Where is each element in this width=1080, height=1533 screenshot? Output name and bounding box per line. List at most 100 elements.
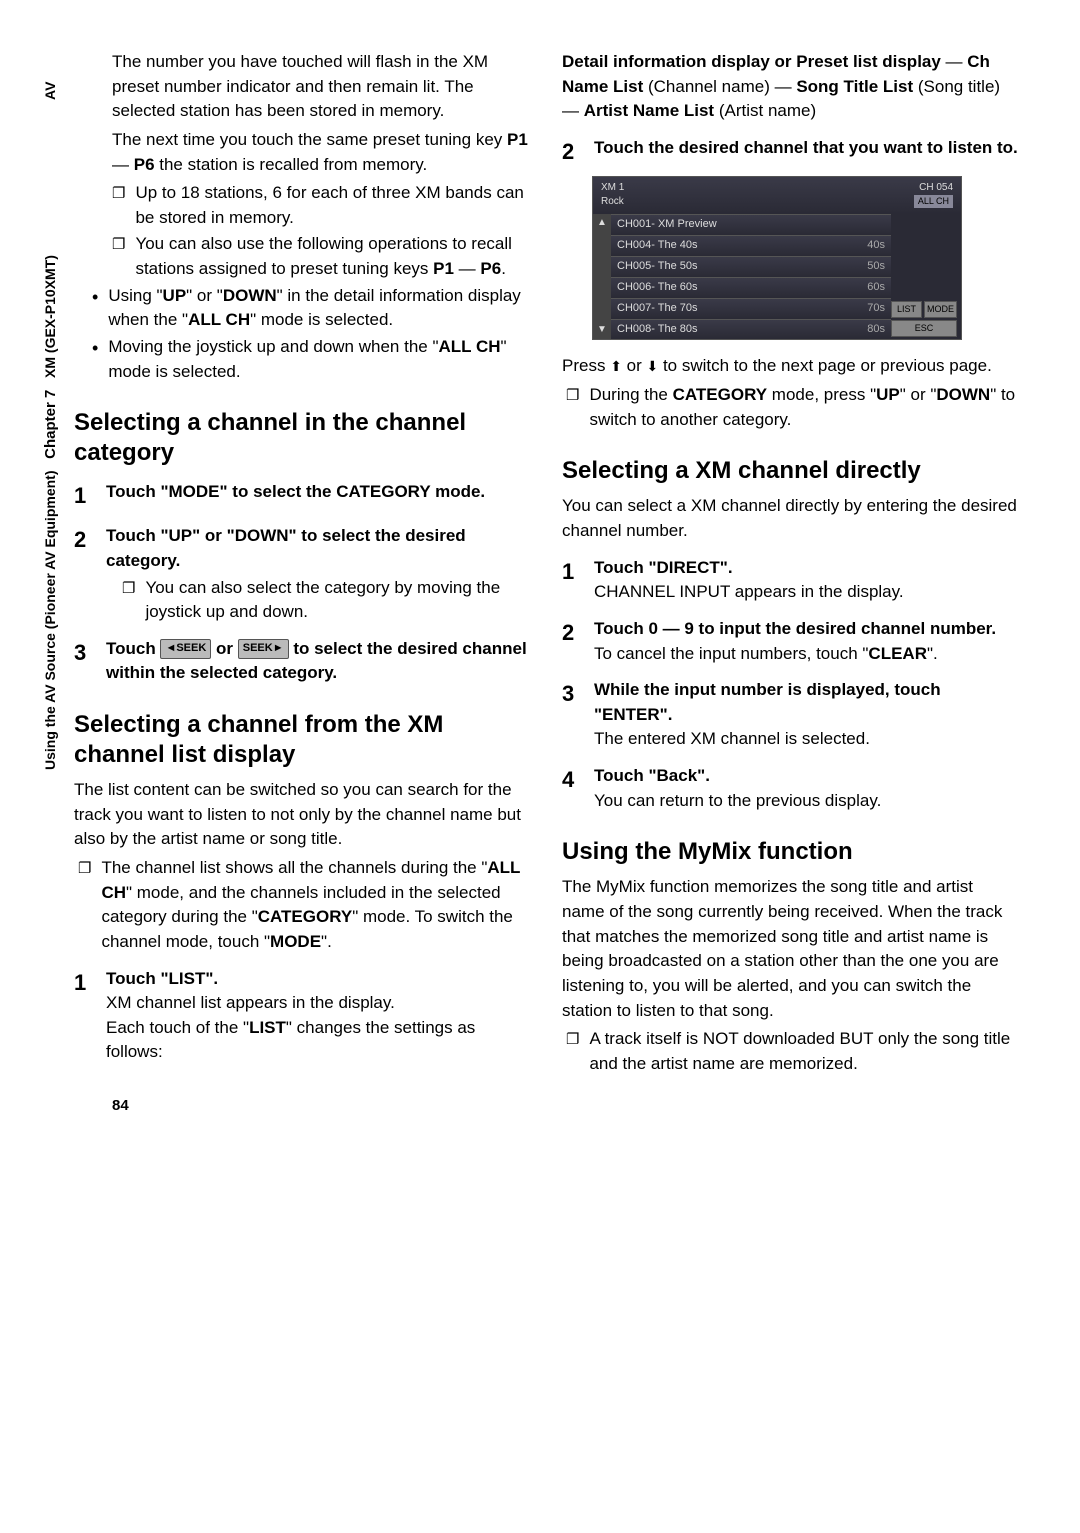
screenshot-row: CH007- The 70s70s [611, 298, 891, 319]
bullet: Using "UP" or "DOWN" in the detail infor… [92, 284, 532, 333]
text: ". [321, 932, 332, 951]
seek-right-icon: SEEK► [238, 639, 289, 659]
text: Moving the joystick up and down when the… [108, 335, 532, 384]
step-title: Touch "UP" or "DOWN" to select the desir… [106, 526, 466, 570]
text: The channel list shows all the channels … [101, 858, 487, 877]
text: Using "UP" or "DOWN" in the detail infor… [108, 284, 532, 333]
bullet: Moving the joystick up and down when the… [92, 335, 532, 384]
sidebar: AV Using the AV Source (Pioneer AV Equip… [40, 50, 74, 1117]
text: UP [163, 286, 187, 305]
step: 2 Touch 0 — 9 to input the desired chann… [562, 617, 1020, 666]
step: 2 Touch the desired channel that you wan… [562, 136, 1020, 168]
text: mode, press " [767, 385, 876, 404]
page: AV Using the AV Source (Pioneer AV Equip… [40, 50, 1020, 1117]
text: (Artist name) [714, 101, 816, 120]
text: Up to 18 stations, 6 for each of three X… [135, 181, 532, 230]
heading: Selecting a channel in the channel categ… [74, 408, 532, 468]
text: P1 [507, 130, 528, 149]
up-arrow-icon: ▲ [597, 216, 607, 231]
list-button: LIST [891, 301, 922, 318]
text: Each touch of the " [106, 1018, 249, 1037]
screenshot-row: CH005- The 50s50s [611, 256, 891, 277]
text: Artist Name List [584, 101, 714, 120]
text: P6 [480, 259, 501, 278]
step: 1 Touch "DIRECT". CHANNEL INPUT appears … [562, 556, 1020, 605]
text: CH 054 [914, 181, 953, 196]
heading: Using the MyMix function [562, 837, 1020, 867]
text: The channel list shows all the channels … [101, 856, 532, 955]
step-title: Touch 0 — 9 to input the desired channel… [594, 617, 1020, 642]
bullet: You can also use the following operation… [112, 232, 532, 281]
text: XM 1 [601, 181, 624, 196]
screenshot-header: XM 1 Rock CH 054 ALL CH [593, 177, 961, 214]
text: Song Title List [796, 77, 913, 96]
bullet: During the CATEGORY mode, press "UP" or … [566, 383, 1020, 432]
step: 1 Touch "LIST". XM channel list appears … [74, 967, 532, 1066]
text: or [211, 639, 237, 658]
screenshot-row: CH006- The 60s60s [611, 277, 891, 298]
chapter-text: Chapter 7 [42, 390, 59, 459]
step: 1 Touch "MODE" to select the CATEGORY mo… [74, 480, 532, 512]
step-title: While the input number is displayed, tou… [594, 678, 1020, 727]
text: During the [589, 385, 672, 404]
step-text: The entered XM channel is selected. [594, 727, 1020, 752]
bullet: The channel list shows all the channels … [78, 856, 532, 955]
step-text: Each touch of the "LIST" changes the set… [106, 1016, 532, 1065]
text: ". [927, 644, 938, 663]
text: ALL CH [438, 337, 500, 356]
av-label: AV [40, 82, 60, 100]
step-text: CHANNEL INPUT appears in the display. [594, 580, 1020, 605]
heading: Selecting a XM channel directly [562, 456, 1020, 486]
step-num: 3 [562, 678, 584, 752]
screenshot-side-buttons: LIST MODE ESC [891, 214, 961, 340]
step-num: 1 [562, 556, 584, 605]
product-text: XM (GEX-P10XMT) [42, 255, 58, 378]
bullet: You can also select the category by movi… [122, 576, 532, 625]
text: MODE [270, 932, 321, 951]
para: The list content can be switched so you … [74, 778, 532, 852]
step-text: To cancel the input numbers, touch "CLEA… [594, 642, 1020, 667]
text: A track itself is NOT downloaded BUT onl… [589, 1027, 1020, 1076]
step-num: 4 [562, 764, 584, 813]
text: " or " [900, 385, 937, 404]
device-screenshot: XM 1 Rock CH 054 ALL CH ▲ ▼ CH001- XM Pr… [592, 176, 962, 341]
step-text: You can return to the previous display. [594, 789, 1020, 814]
page-number: 84 [112, 1095, 532, 1117]
text: — [112, 155, 134, 174]
allch-badge: ALL CH [914, 195, 953, 208]
right-column: Detail information display or Preset lis… [562, 50, 1020, 1117]
text: CATEGORY [258, 907, 352, 926]
text: — [941, 52, 967, 71]
text: Press [562, 356, 610, 375]
text: CATEGORY [673, 385, 767, 404]
text: to switch to the next page or previous p… [658, 356, 992, 375]
step-title: Touch "DIRECT". [594, 556, 1020, 581]
text: Moving the joystick up and down when the… [108, 337, 438, 356]
text: . [501, 259, 506, 278]
text: The next time you touch the same preset … [112, 130, 507, 149]
para: The number you have touched will flash i… [112, 50, 532, 124]
page-up-icon: ⬆ [610, 358, 622, 374]
esc-button: ESC [891, 320, 957, 337]
bullet: Up to 18 stations, 6 for each of three X… [112, 181, 532, 230]
text: During the CATEGORY mode, press "UP" or … [589, 383, 1020, 432]
step-num: 1 [74, 480, 96, 512]
screenshot-row: CH004- The 40s40s [611, 235, 891, 256]
para: The MyMix function memorizes the song ti… [562, 875, 1020, 1023]
step: 3 While the input number is displayed, t… [562, 678, 1020, 752]
text: Rock [601, 195, 624, 210]
screenshot-header-left: XM 1 Rock [601, 181, 624, 210]
using-text: Using the AV Source (Pioneer AV Equipmen… [42, 471, 58, 770]
text: " or " [186, 286, 223, 305]
text: Detail information display or Preset lis… [562, 52, 941, 71]
para: You can select a XM channel directly by … [562, 494, 1020, 543]
bullet: A track itself is NOT downloaded BUT onl… [566, 1027, 1020, 1076]
text: Using " [108, 286, 162, 305]
text: You can also use the following operation… [135, 232, 532, 281]
text: Touch [106, 639, 160, 658]
text: — [454, 259, 480, 278]
mode-button: MODE [924, 301, 957, 318]
text: (Channel name) — [643, 77, 796, 96]
down-arrow-icon: ▼ [597, 323, 607, 338]
text: ALL CH [188, 310, 250, 329]
